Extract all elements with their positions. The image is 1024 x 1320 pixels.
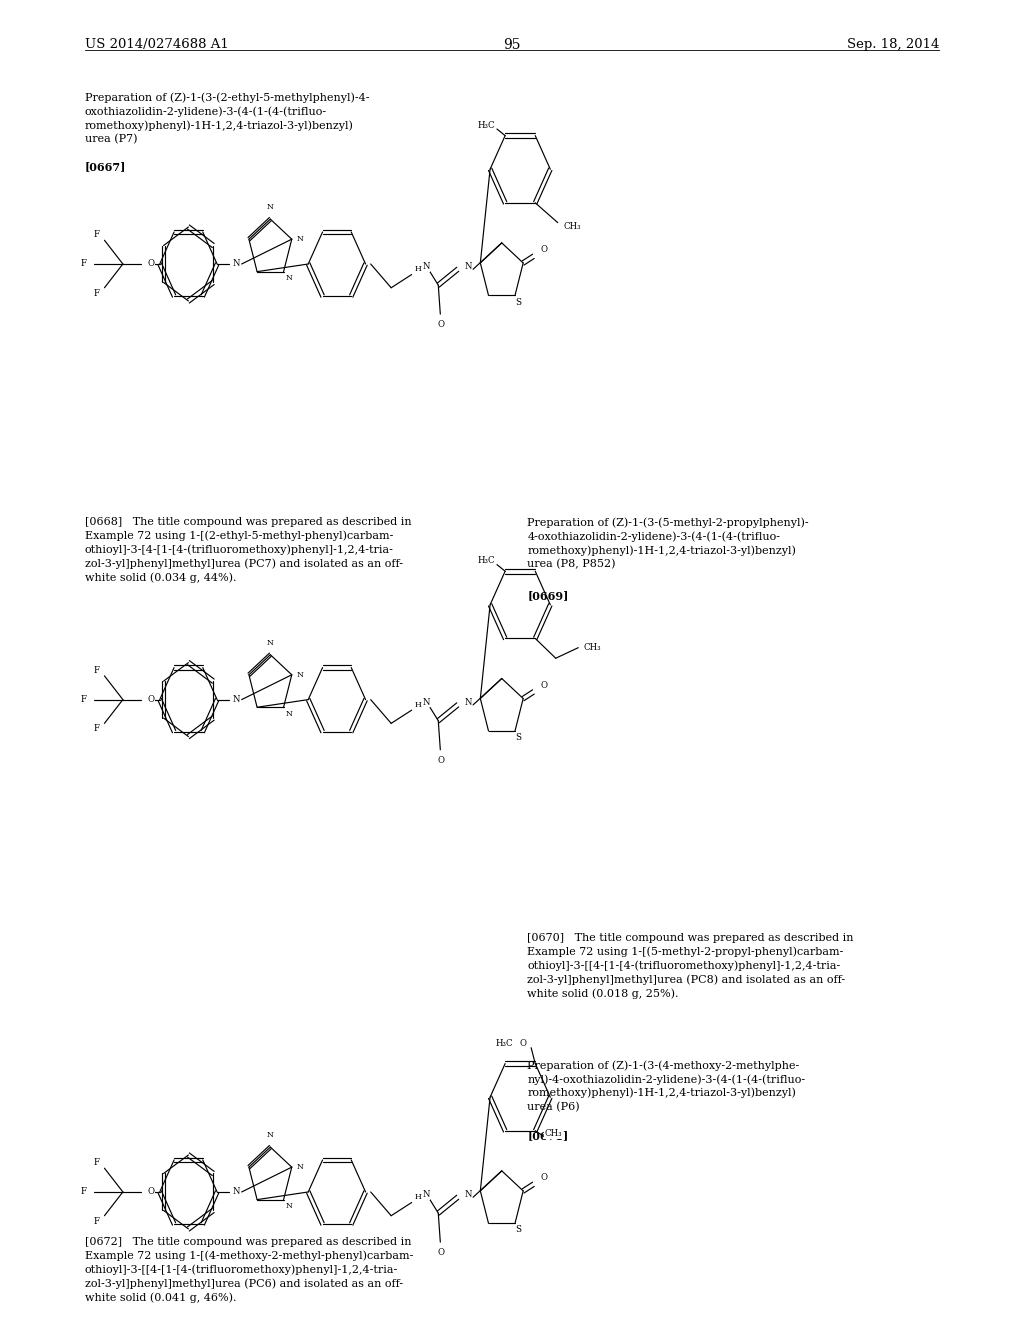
Text: N: N <box>267 639 273 647</box>
Text: US 2014/0274688 A1: US 2014/0274688 A1 <box>85 37 228 50</box>
Text: F: F <box>93 1217 99 1225</box>
Text: [0671]: [0671] <box>527 1130 568 1140</box>
Text: N: N <box>232 260 241 268</box>
Text: CH₃: CH₃ <box>545 1129 562 1138</box>
Text: N: N <box>286 1203 292 1210</box>
Text: F: F <box>81 1188 87 1196</box>
Text: F: F <box>81 696 87 704</box>
Text: H₃C: H₃C <box>478 120 496 129</box>
Text: N: N <box>297 671 303 678</box>
Text: H₃C: H₃C <box>496 1039 513 1048</box>
Text: O: O <box>541 246 547 255</box>
Text: [0669]: [0669] <box>527 590 568 601</box>
Text: O: O <box>541 681 547 690</box>
Text: Sep. 18, 2014: Sep. 18, 2014 <box>847 37 939 50</box>
Text: F: F <box>93 1159 99 1167</box>
Text: N: N <box>464 1191 472 1199</box>
Text: N: N <box>422 698 430 706</box>
Text: N: N <box>464 698 472 706</box>
Text: N: N <box>232 1188 241 1196</box>
Text: H₃C: H₃C <box>478 556 496 565</box>
Text: O: O <box>541 1173 547 1183</box>
Text: H: H <box>415 701 421 709</box>
Text: S: S <box>515 1225 521 1234</box>
Text: [0667]: [0667] <box>85 161 126 172</box>
Text: F: F <box>93 231 99 239</box>
Text: N: N <box>422 263 430 271</box>
Text: O: O <box>438 1249 444 1257</box>
Text: O: O <box>147 696 154 704</box>
Text: O: O <box>147 1188 154 1196</box>
Text: Preparation of (Z)-1-(3-(5-methyl-2-propylphenyl)-
4-oxothiazolidin-2-ylidene)-3: Preparation of (Z)-1-(3-(5-methyl-2-prop… <box>527 517 809 570</box>
Text: O: O <box>438 756 444 764</box>
Text: S: S <box>515 297 521 306</box>
Text: H: H <box>415 1193 421 1201</box>
Text: O: O <box>147 260 154 268</box>
Text: F: F <box>93 667 99 675</box>
Text: N: N <box>267 1131 273 1139</box>
Text: [0668]   The title compound was prepared as described in
Example 72 using 1-[(2-: [0668] The title compound was prepared a… <box>85 517 412 583</box>
Text: O: O <box>519 1039 526 1048</box>
Text: CH₃: CH₃ <box>584 643 601 652</box>
Text: Preparation of (Z)-1-(3-(4-methoxy-2-methylphe-
nyl)-4-oxothiazolidin-2-ylidene): Preparation of (Z)-1-(3-(4-methoxy-2-met… <box>527 1060 806 1113</box>
Text: N: N <box>464 263 472 271</box>
Text: N: N <box>286 710 292 718</box>
Text: N: N <box>297 235 303 243</box>
Text: F: F <box>93 289 99 297</box>
Text: F: F <box>81 260 87 268</box>
Text: O: O <box>438 321 444 329</box>
Text: CH₃: CH₃ <box>563 222 581 231</box>
Text: F: F <box>93 725 99 733</box>
Text: [0670]   The title compound was prepared as described in
Example 72 using 1-[(5-: [0670] The title compound was prepared a… <box>527 933 854 999</box>
Text: N: N <box>267 203 273 211</box>
Text: N: N <box>422 1191 430 1199</box>
Text: N: N <box>286 275 292 282</box>
Text: N: N <box>232 696 241 704</box>
Text: Preparation of (Z)-1-(3-(2-ethyl-5-methylphenyl)-4-
oxothiazolidin-2-ylidene)-3-: Preparation of (Z)-1-(3-(2-ethyl-5-methy… <box>85 92 370 145</box>
Text: N: N <box>297 1163 303 1171</box>
Text: H: H <box>415 265 421 273</box>
Text: [0672]   The title compound was prepared as described in
Example 72 using 1-[(4-: [0672] The title compound was prepared a… <box>85 1237 414 1303</box>
Text: S: S <box>515 733 521 742</box>
Text: 95: 95 <box>503 37 521 51</box>
